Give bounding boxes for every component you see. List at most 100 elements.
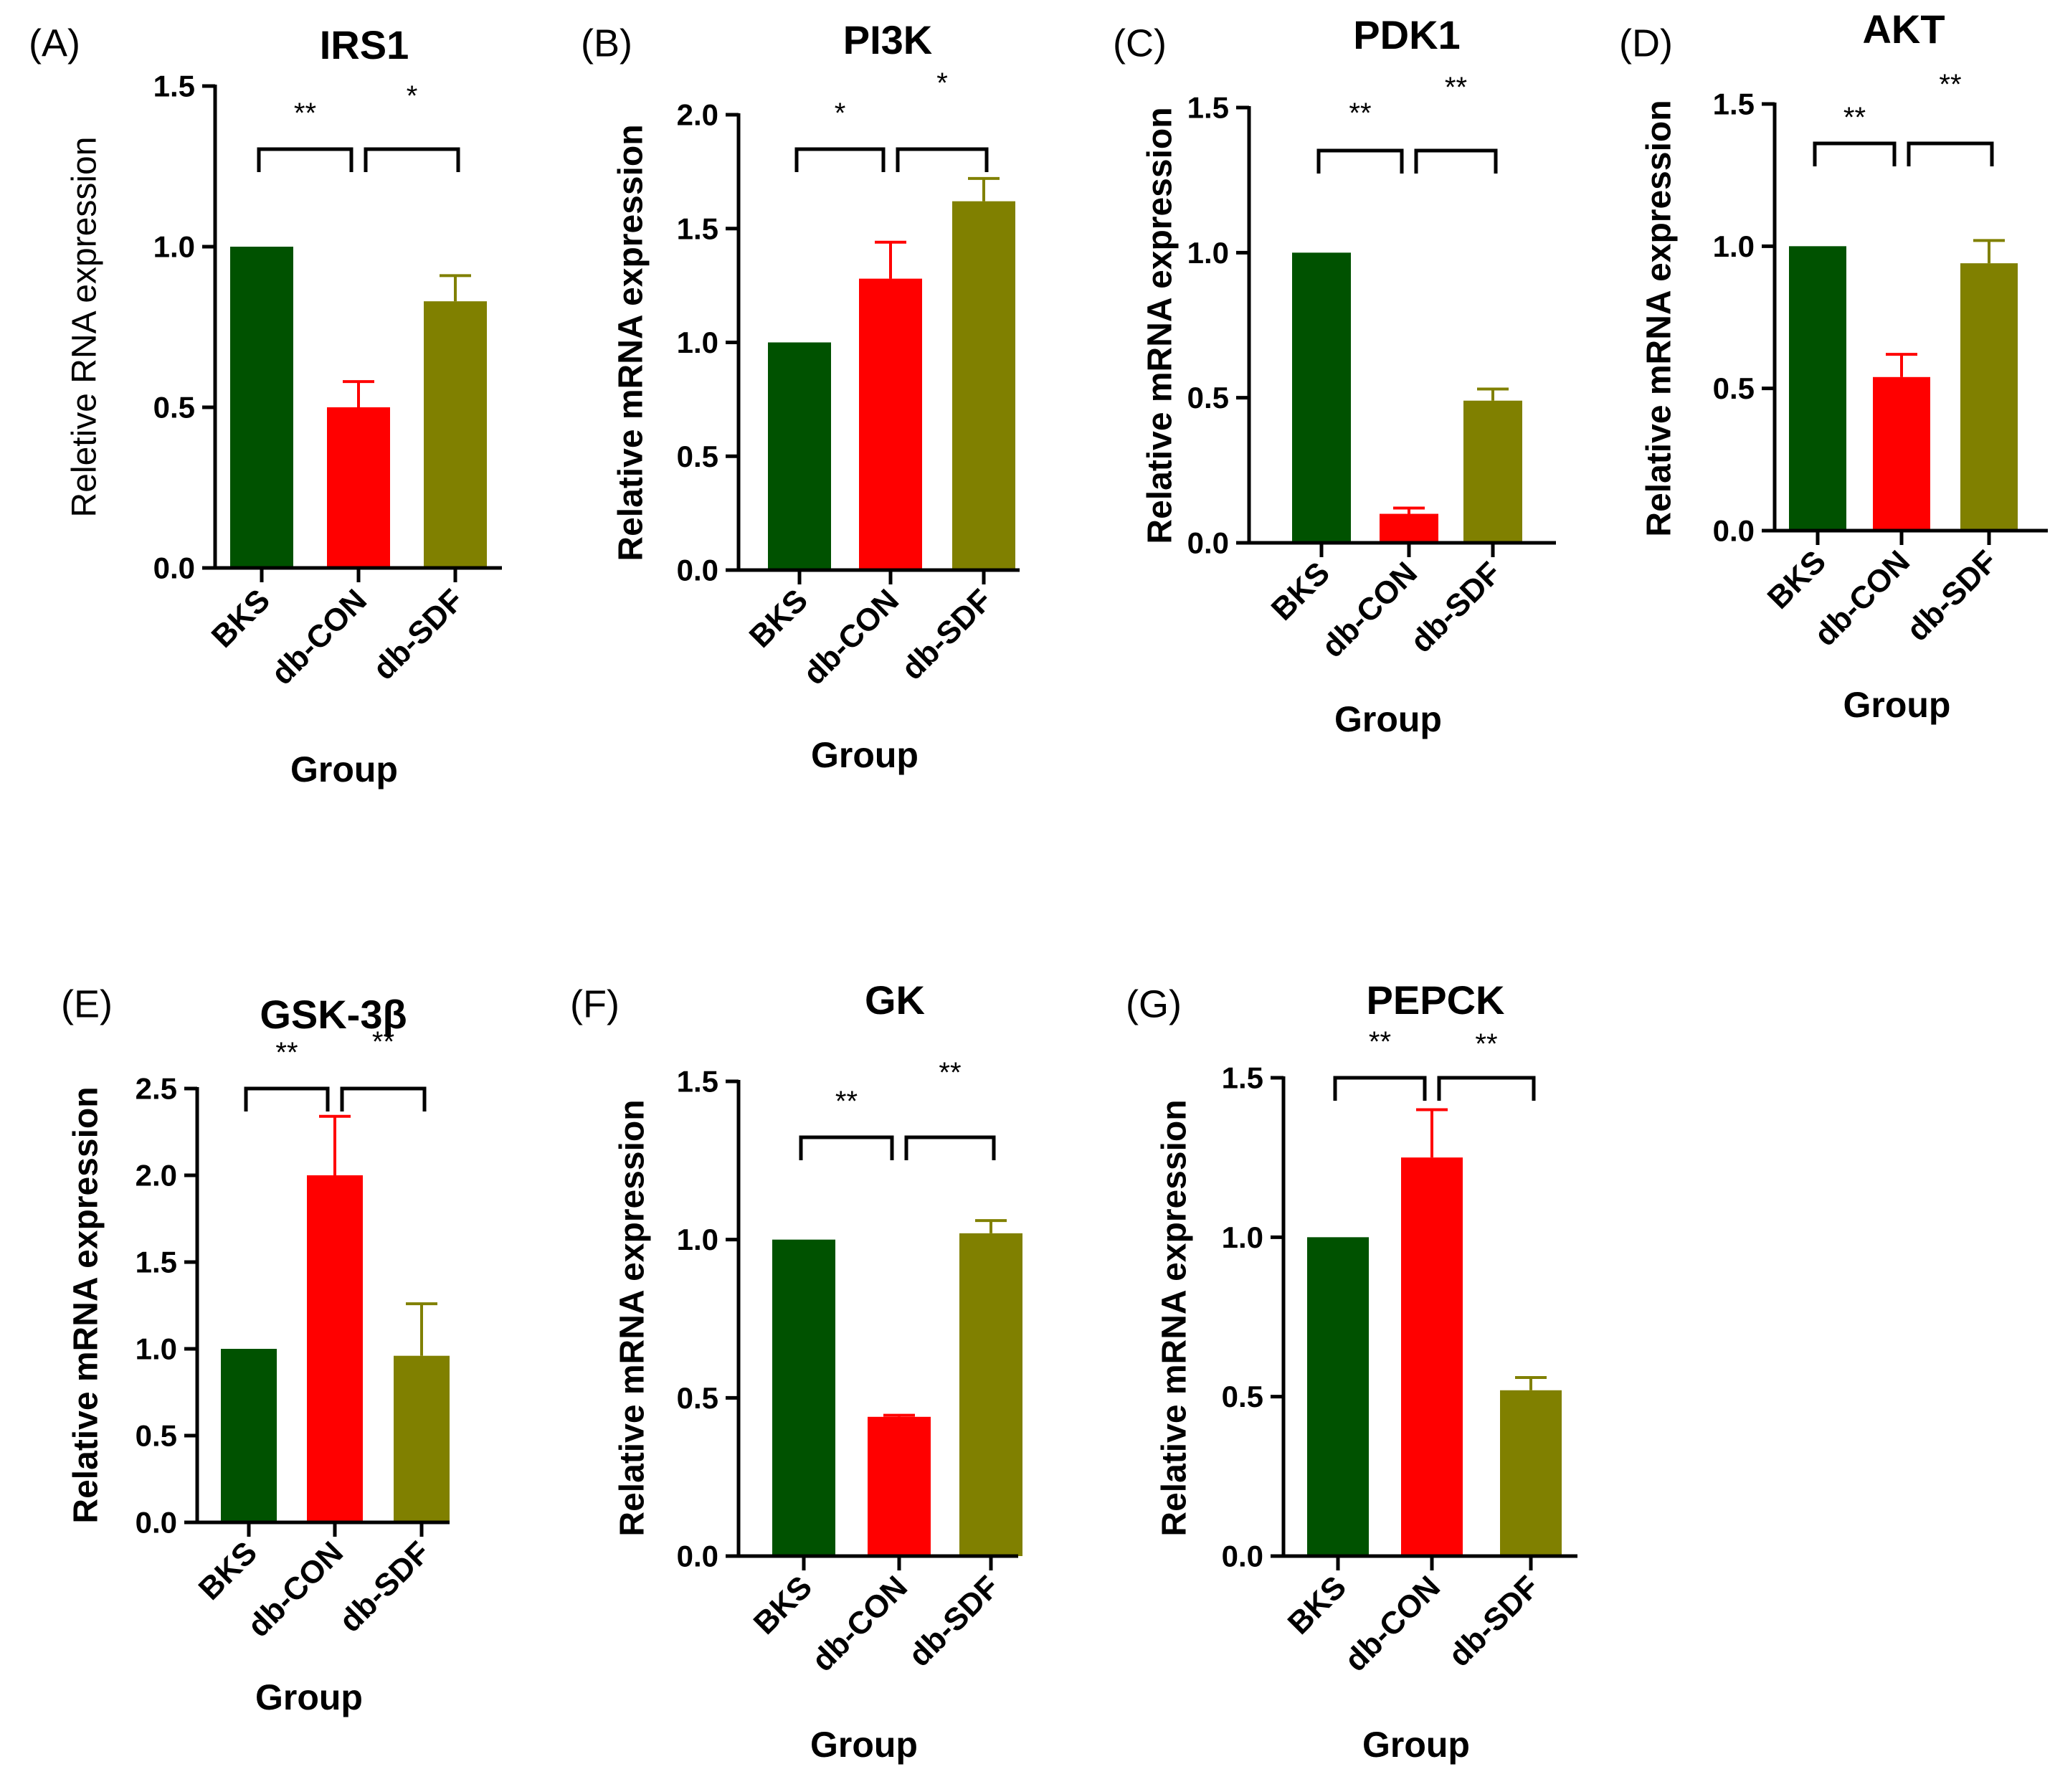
x-tick-label: db-CON xyxy=(797,582,906,691)
x-axis-title: Group xyxy=(1334,699,1442,739)
bar-db-con xyxy=(859,278,922,570)
bar-db-sdf xyxy=(959,1233,1022,1556)
bar-db-sdf xyxy=(1500,1390,1562,1556)
y-tick-label: 2.5 xyxy=(136,1072,177,1106)
bracket-line xyxy=(1907,141,1994,166)
y-tick-label: 0.5 xyxy=(1222,1380,1263,1413)
x-tick-label: db-SDF xyxy=(895,582,999,686)
bracket-line xyxy=(794,147,886,172)
x-tick-label: BKS xyxy=(1265,555,1337,627)
error-bar-db-sdf xyxy=(1477,387,1509,401)
chart-panel-5: (E) GSK-3β 0.0 0.5 1.0 1.5 2.0 2.5 BKSdb-CONdb-S… xyxy=(61,982,450,1717)
y-tick-label: 0.0 xyxy=(1222,1540,1263,1573)
y-tick-label: 1.0 xyxy=(1187,236,1229,270)
x-axis-title: Group xyxy=(290,749,398,790)
significance-bracket xyxy=(340,1086,427,1111)
y-axis-title: Relative mRNA expression xyxy=(1156,1099,1194,1536)
bar-db-con xyxy=(868,1416,931,1556)
x-tick-label: BKS xyxy=(192,1535,264,1606)
bracket-line xyxy=(257,147,353,172)
x-tick-label: BKS xyxy=(747,1569,819,1641)
y-tick-label: 0.5 xyxy=(136,1419,177,1453)
x-tick-label: db-CON xyxy=(805,1569,914,1678)
x-tick-label: db-CON xyxy=(1338,1569,1447,1678)
significance-label: ** xyxy=(1349,98,1371,129)
error-bar-db-con xyxy=(1416,1108,1448,1158)
bracket-line xyxy=(1437,1076,1536,1101)
y-tick-label: 0.0 xyxy=(153,551,195,585)
y-tick-label: 1.0 xyxy=(153,230,195,264)
bar-bks xyxy=(772,1239,835,1556)
y-axis-title: Relative mRNA expression xyxy=(612,124,650,561)
error-bar-db-con xyxy=(1886,353,1917,377)
panel-label: (B) xyxy=(581,22,632,65)
bracket-line xyxy=(896,147,989,172)
y-tick-label: 0.5 xyxy=(1713,371,1755,405)
bracket-line xyxy=(904,1135,996,1160)
y-tick-label: 1.5 xyxy=(136,1246,177,1279)
bar-db-sdf xyxy=(1463,400,1522,543)
bracket-line xyxy=(244,1086,330,1111)
significance-label: ** xyxy=(1445,72,1467,103)
significance-bracket xyxy=(1316,148,1404,174)
y-tick-label: 1.5 xyxy=(153,70,195,103)
error-bar-db-con xyxy=(883,1413,915,1417)
y-tick-label: 1.0 xyxy=(1713,229,1755,263)
significance-label: ** xyxy=(835,1086,858,1117)
y-tick-label: 1.5 xyxy=(1222,1061,1263,1095)
bar-bks xyxy=(1307,1237,1369,1556)
bar-bks xyxy=(1292,252,1351,543)
significance-label: ** xyxy=(939,1057,961,1089)
chart-title: AKT xyxy=(1862,6,1945,52)
y-tick-label: 0.0 xyxy=(1713,514,1755,548)
bracket-line xyxy=(1813,141,1897,166)
significance-label: ** xyxy=(1369,1026,1391,1058)
bar-db-sdf xyxy=(424,301,487,568)
significance-label: ** xyxy=(275,1037,298,1068)
significance-label: * xyxy=(835,98,846,129)
bar-db-con xyxy=(1401,1157,1463,1556)
x-axis-title: Group xyxy=(1843,685,1951,725)
y-tick-label: 0.5 xyxy=(677,1381,718,1415)
y-tick-label: 0.5 xyxy=(1187,381,1229,414)
y-axis-title: Reletive RNA expression xyxy=(66,137,104,518)
significance-label: ** xyxy=(1939,69,1961,100)
chart-title: GSK-3β xyxy=(260,992,407,1037)
bar-db-con xyxy=(1380,513,1438,543)
significance-label: * xyxy=(407,80,418,112)
y-tick-label: 0.0 xyxy=(1187,526,1229,560)
bracket-line xyxy=(799,1135,894,1160)
panel-label: (A) xyxy=(29,22,80,65)
bracket-line xyxy=(1316,148,1404,174)
y-axis-title: Relative mRNA expression xyxy=(614,1099,652,1536)
chart-title: PEPCK xyxy=(1367,977,1505,1023)
bar-bks xyxy=(230,247,293,568)
x-tick-label: db-SDF xyxy=(333,1535,437,1639)
bracket-line xyxy=(1333,1076,1427,1101)
significance-bracket xyxy=(1333,1076,1427,1101)
y-axis-title: Relative mRNA expression xyxy=(1641,100,1679,536)
y-tick-label: 1.0 xyxy=(677,326,718,359)
error-bar-db-sdf xyxy=(440,274,471,302)
y-tick-label: 1.0 xyxy=(136,1332,177,1366)
significance-label: * xyxy=(936,67,948,99)
error-bar-db-con xyxy=(319,1114,351,1175)
bar-db-sdf xyxy=(952,201,1015,570)
bracket-line xyxy=(340,1086,427,1111)
panel-label: (F) xyxy=(570,982,620,1025)
error-bar-db-con xyxy=(343,380,374,407)
y-tick-label: 2.0 xyxy=(136,1159,177,1193)
y-tick-label: 1.0 xyxy=(1222,1220,1263,1254)
x-axis-title: Group xyxy=(1362,1725,1470,1765)
y-tick-label: 0.0 xyxy=(136,1506,177,1540)
bracket-line xyxy=(1414,148,1498,174)
significance-label: ** xyxy=(1843,102,1866,133)
panel-label: (E) xyxy=(61,982,113,1025)
bar-bks xyxy=(768,342,831,570)
significance-bracket xyxy=(896,147,989,172)
y-tick-label: 1.5 xyxy=(677,1065,718,1099)
